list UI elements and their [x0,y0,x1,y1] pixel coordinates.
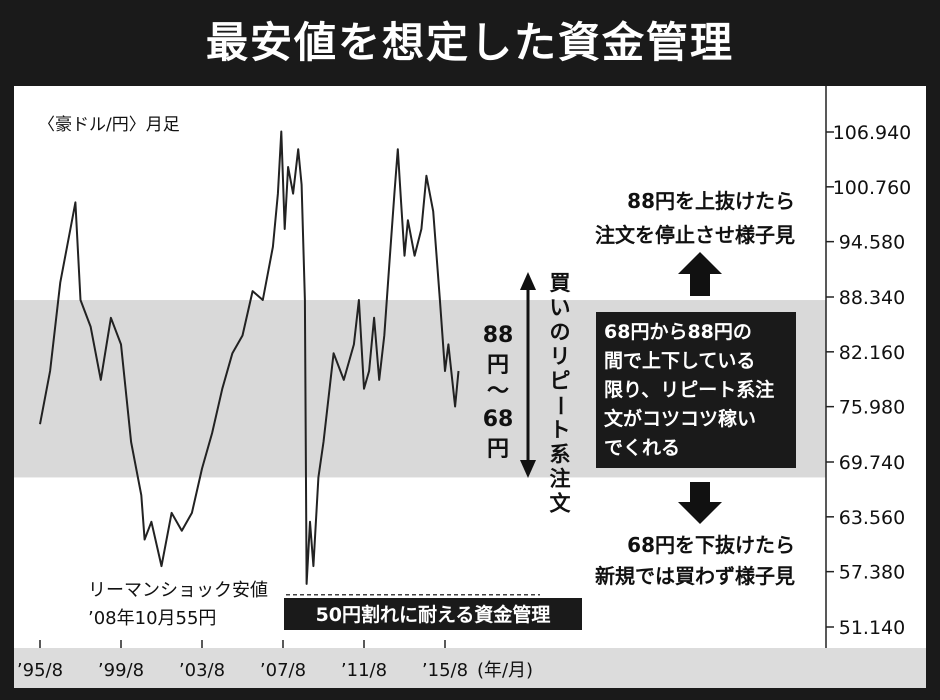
x-axis: ’95/8 ’99/8 ’03/8 ’07/8 ’11/8 ’15/8 (年/月) [17,640,533,681]
up-arrow-icon [678,252,722,296]
lower-text-line1: 68円を下抜けたら [627,533,795,557]
y-tick-label: 100.760 [833,177,912,199]
x-tick-label: ’03/8 [179,660,225,681]
y-tick-label: 75.980 [839,397,905,419]
range-label-char: 88 [483,323,514,348]
fifty-yen-box [284,598,582,630]
x-tick-label: ’99/8 [98,660,144,681]
y-tick-label: 63.560 [839,507,905,529]
y-tick-label: 69.740 [839,452,905,474]
lehman-low-label: リーマンショック安値 [88,580,268,601]
x-axis-unit: (年/月) [477,660,533,681]
repeat-label-char: リ [550,345,571,369]
range-label-char: 円 [487,437,509,462]
range-label-char: 〜 [487,379,509,404]
x-axis-strip [14,648,926,688]
price-series-line [39,130,460,585]
range-arrow-down-head [520,460,536,478]
repeat-label-char: 系 [550,443,571,467]
fifty-yen-box-text: 50円割れに耐える資金管理 [316,603,551,626]
range-arrow-up-head [520,272,536,290]
range-label-char: 円 [487,353,509,378]
middle-box-line: 限り、リピート系注 [604,378,774,401]
middle-box-line: でくれる [604,437,680,459]
repeat-label-char: ー [548,395,572,416]
upper-text-line2: 注文を停止させ様子見 [595,223,795,247]
middle-box-line: 間で上下している [604,350,755,372]
series-label: 〈豪ドル/円〉月足 [38,114,180,135]
repeat-label-char: ピ [550,369,571,393]
y-tick-label: 82.160 [839,342,905,364]
y-tick-label: 94.580 [839,232,905,254]
x-tick-label: ’15/8 [422,660,468,681]
y-tick-label: 88.340 [839,287,905,309]
lehman-low-date: ’08年10月55円 [88,608,216,629]
range-label-char: 68 [483,407,514,432]
middle-box-line: 文がコツコツ稼い [604,407,756,430]
middle-box-line: 68円から88円の [604,321,752,343]
y-tick-label: 106.940 [833,122,912,144]
y-axis: 106.940 100.760 94.580 88.340 82.160 75.980 69… [826,122,911,639]
y-tick-label: 51.140 [839,617,905,639]
repeat-label-char: 注 [550,467,571,491]
repeat-label-char: ト [550,418,571,442]
x-tick-label: ’95/8 [17,660,63,681]
repeat-label-char: 買 [550,271,571,295]
repeat-label-char: の [550,320,571,344]
page-title: 最安値を想定した資金管理 [205,18,734,67]
range-label: 88円〜68円 [483,323,514,462]
repeat-label-char: い [550,296,571,320]
lower-text-line2: 新規では買わず様子見 [595,564,795,588]
y-tick-label: 57.380 [839,562,905,584]
down-arrow-icon [678,482,722,524]
upper-text-line1: 88円を上抜けたら [627,189,795,213]
x-tick-label: ’07/8 [260,660,306,681]
repeat-label-char: 文 [550,492,572,516]
x-tick-label: ’11/8 [341,660,387,681]
middle-explanation-box [596,312,796,468]
